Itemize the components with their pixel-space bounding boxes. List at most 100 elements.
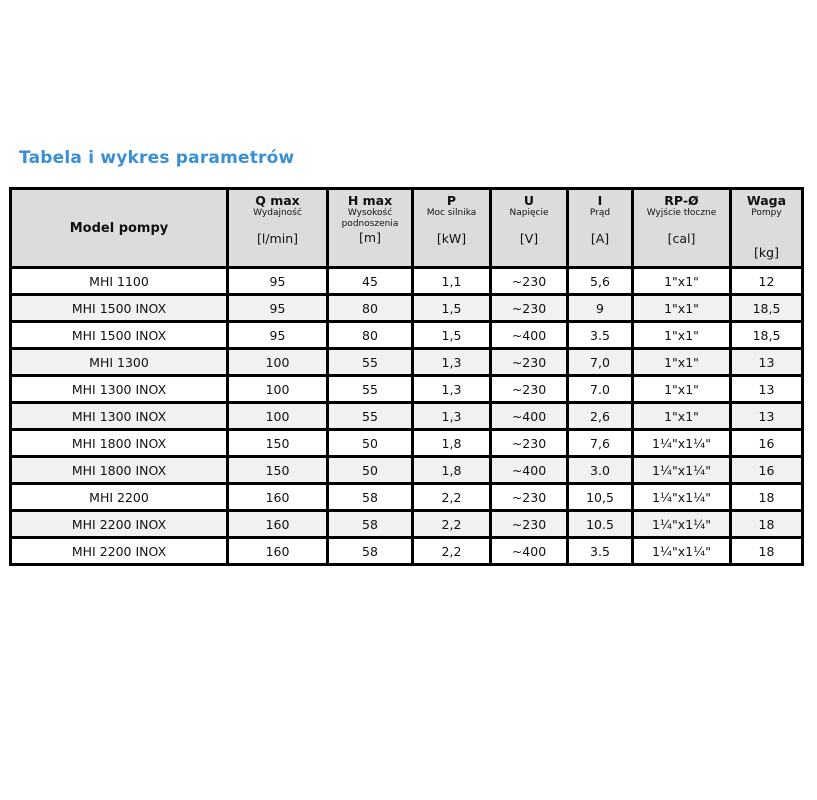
value-cell: 1"x1": [631, 347, 732, 377]
value-cell: 13: [729, 347, 804, 377]
column-header-unit: [l/min]: [256, 231, 298, 246]
value-cell: 58: [326, 482, 414, 512]
value-cell: 1"x1": [631, 401, 732, 431]
value-cell: 100: [226, 401, 329, 431]
value-cell: ~400: [489, 455, 569, 485]
value-cell: 18,5: [729, 293, 804, 323]
column-header-model: Model pompy: [9, 187, 229, 269]
value-cell: 160: [226, 509, 329, 539]
column-header-name: U: [523, 193, 535, 208]
value-cell: ~230: [489, 482, 569, 512]
column-header-name: RP-Ø: [664, 193, 699, 208]
value-cell: 7.0: [566, 374, 634, 404]
value-cell: 1,8: [411, 428, 492, 458]
table-row: MHI 1300 INOX 100 55 1,3 ~400 2,6 1"x1" 13: [9, 401, 804, 431]
value-cell: 100: [226, 347, 329, 377]
value-cell: ~230: [489, 428, 569, 458]
column-header-sub: Wyjście tłoczne: [646, 208, 717, 218]
value-cell: 1"x1": [631, 374, 732, 404]
value-cell: 18: [729, 509, 804, 539]
value-cell: ~230: [489, 293, 569, 323]
value-cell: 13: [729, 401, 804, 431]
value-cell: 50: [326, 428, 414, 458]
model-cell: MHI 1800 INOX: [9, 428, 229, 458]
value-cell: 18: [729, 536, 804, 566]
value-cell: 16: [729, 455, 804, 485]
value-cell: 1"x1": [631, 266, 732, 296]
value-cell: 150: [226, 455, 329, 485]
value-cell: 3.5: [566, 536, 634, 566]
column-header-name: Waga: [746, 193, 787, 208]
value-cell: 1"x1": [631, 320, 732, 350]
value-cell: 10,5: [566, 482, 634, 512]
table-header-row: Model pompy Q max Wydajność [l/min] H max Wy…: [9, 187, 804, 269]
parameters-table: Model pompy Q max Wydajność [l/min] H max Wy…: [9, 187, 804, 566]
value-cell: 2,2: [411, 536, 492, 566]
column-header-unit: [A]: [590, 231, 610, 246]
column-header-unit: [kg]: [754, 245, 779, 260]
value-cell: 160: [226, 536, 329, 566]
value-cell: 1,5: [411, 293, 492, 323]
column-header-name: P: [446, 193, 457, 208]
value-cell: ~400: [489, 536, 569, 566]
value-cell: 1,1: [411, 266, 492, 296]
table-row: MHI 2200 INOX 160 58 2,2 ~400 3.5 1¼"x1¼" 18: [9, 536, 804, 566]
value-cell: 160: [226, 482, 329, 512]
model-cell: MHI 2200 INOX: [9, 536, 229, 566]
value-cell: ~400: [489, 401, 569, 431]
value-cell: 7,6: [566, 428, 634, 458]
column-header-name: Q max: [255, 193, 300, 208]
model-cell: MHI 2200: [9, 482, 229, 512]
column-header-unit: [V]: [519, 231, 539, 246]
value-cell: ~230: [489, 347, 569, 377]
table-row: MHI 2200 160 58 2,2 ~230 10,5 1¼"x1¼" 18: [9, 482, 804, 512]
page-title: Tabela i wykres parametrów: [19, 148, 295, 168]
value-cell: 1¼"x1¼": [631, 455, 732, 485]
value-cell: 10.5: [566, 509, 634, 539]
value-cell: 45: [326, 266, 414, 296]
table-row: MHI 2200 INOX 160 58 2,2 ~230 10.5 1¼"x1¼" 18: [9, 509, 804, 539]
value-cell: 58: [326, 509, 414, 539]
value-cell: 2,6: [566, 401, 634, 431]
value-cell: 7,0: [566, 347, 634, 377]
value-cell: 18,5: [729, 320, 804, 350]
value-cell: 95: [226, 293, 329, 323]
model-cell: MHI 1500 INOX: [9, 320, 229, 350]
model-cell: MHI 1500 INOX: [9, 293, 229, 323]
value-cell: 12: [729, 266, 804, 296]
table-row: MHI 1800 INOX 150 50 1,8 ~230 7,6 1¼"x1¼" 16: [9, 428, 804, 458]
value-cell: 5,6: [566, 266, 634, 296]
value-cell: 1¼"x1¼": [631, 536, 732, 566]
column-header-sub: Wydajność: [253, 208, 302, 218]
column-header-unit: [m]: [359, 230, 381, 245]
value-cell: 1,3: [411, 401, 492, 431]
value-cell: ~400: [489, 320, 569, 350]
column-header: H max Wysokość podnoszenia [m]: [326, 187, 414, 269]
column-header-sub: Pompy: [751, 208, 782, 218]
value-cell: 1¼"x1¼": [631, 482, 732, 512]
value-cell: 150: [226, 428, 329, 458]
model-cell: MHI 2200 INOX: [9, 509, 229, 539]
column-header-name: H max: [347, 193, 393, 208]
value-cell: 50: [326, 455, 414, 485]
value-cell: 1"x1": [631, 293, 732, 323]
column-header-sub: Moc silnika: [426, 208, 477, 218]
value-cell: 16: [729, 428, 804, 458]
column-header-sub: Prąd: [589, 208, 611, 218]
value-cell: 1¼"x1¼": [631, 428, 732, 458]
value-cell: 9: [566, 293, 634, 323]
value-cell: 13: [729, 374, 804, 404]
model-cell: MHI 1800 INOX: [9, 455, 229, 485]
value-cell: 55: [326, 347, 414, 377]
table-row: MHI 1800 INOX 150 50 1,8 ~400 3.0 1¼"x1¼" 16: [9, 455, 804, 485]
column-header-sub: Wysokość podnoszenia: [341, 208, 399, 229]
value-cell: 55: [326, 374, 414, 404]
column-header: Q max Wydajność [l/min]: [226, 187, 329, 269]
value-cell: 58: [326, 536, 414, 566]
value-cell: 80: [326, 320, 414, 350]
value-cell: 100: [226, 374, 329, 404]
value-cell: ~230: [489, 509, 569, 539]
model-cell: MHI 1100: [9, 266, 229, 296]
column-header-unit: [kW]: [436, 231, 467, 246]
value-cell: 2,2: [411, 482, 492, 512]
